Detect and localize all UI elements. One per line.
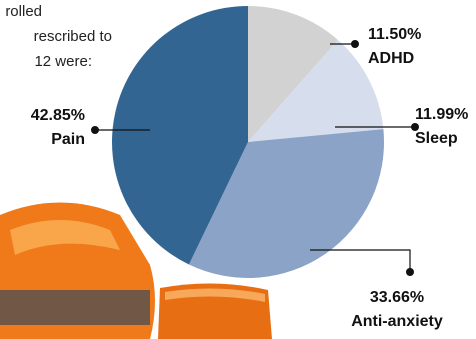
intro-text: 12 were:	[34, 53, 92, 70]
value-label: 11.50%	[368, 26, 421, 43]
intro-text: rolled	[5, 3, 42, 20]
value-label: 42.85%	[31, 107, 85, 124]
category-label: Pain	[51, 131, 85, 148]
pie-slice	[188, 129, 385, 279]
leader-dot	[91, 126, 99, 134]
category-label: Anti-anxiety	[351, 313, 443, 330]
pill-bottle-photo	[0, 202, 272, 339]
pie-slice	[248, 6, 338, 142]
value-label: 33.66%	[370, 289, 424, 306]
leader-line	[310, 249, 411, 272]
value-label: 11.99%	[415, 106, 468, 123]
labels: 11.50% ADHD 11.99% Sleep 33.66% Anti-anxiety 4…	[31, 26, 469, 330]
leader-dot	[411, 123, 419, 131]
leader-dot	[351, 40, 359, 48]
pie	[111, 6, 385, 279]
pie-slice	[111, 6, 248, 265]
pie-slice	[248, 39, 384, 142]
category-label: ADHD	[368, 50, 414, 67]
intro-text: rescribed to	[34, 28, 112, 45]
leader-dot	[406, 268, 414, 276]
category-label: Sleep	[415, 130, 458, 147]
